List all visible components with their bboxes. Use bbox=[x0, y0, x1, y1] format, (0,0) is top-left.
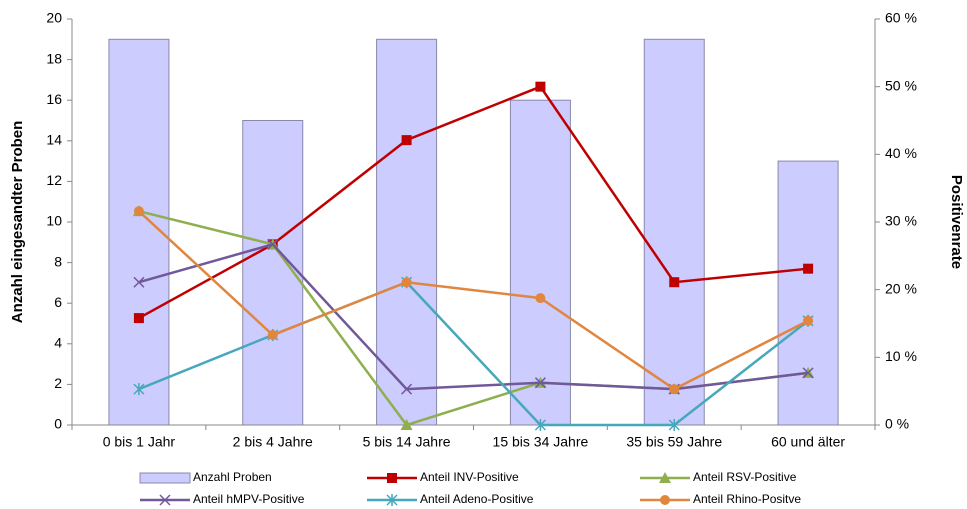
marker bbox=[133, 313, 144, 324]
y2-tick-label: 0 % bbox=[885, 416, 909, 432]
marker bbox=[669, 277, 680, 288]
x-tick-label: 2 bis 4 Jahre bbox=[233, 434, 313, 450]
y-axis-title: Anzahl eingesandter Proben bbox=[9, 121, 26, 324]
y-tick-label: 20 bbox=[46, 10, 62, 26]
y-tick-label: 12 bbox=[46, 172, 62, 188]
y2-tick-label: 40 % bbox=[885, 145, 917, 161]
y2-tick-label: 60 % bbox=[885, 10, 917, 26]
legend-swatch bbox=[139, 472, 191, 484]
legend-label: Anteil Adeno-Positive bbox=[420, 492, 534, 506]
y-tick-label: 10 bbox=[46, 213, 62, 229]
bar bbox=[509, 99, 571, 426]
y-tick-label: 16 bbox=[46, 91, 62, 107]
marker bbox=[400, 419, 413, 430]
marker bbox=[133, 383, 145, 396]
y-tick-label: 2 bbox=[54, 375, 62, 391]
marker bbox=[267, 238, 279, 250]
legend-marker bbox=[660, 495, 670, 505]
marker bbox=[668, 419, 680, 431]
marker bbox=[803, 263, 814, 274]
legend-label: Anteil Rhino-Positve bbox=[693, 492, 801, 506]
marker bbox=[401, 135, 412, 146]
legend-label: Anteil hMPV-Positive bbox=[193, 492, 305, 506]
y2-axis-title: Positivenrate bbox=[948, 175, 965, 269]
legend-label: Anteil INV-Positive bbox=[420, 470, 519, 484]
legend-marker bbox=[387, 473, 397, 483]
y2-tick-label: 30 % bbox=[885, 213, 917, 229]
marker bbox=[133, 206, 144, 217]
marker bbox=[267, 330, 278, 341]
x-tick-label: 0 bis 1 Jahr bbox=[103, 434, 176, 450]
legend-marker bbox=[386, 494, 398, 506]
y-tick-label: 4 bbox=[54, 335, 62, 351]
x-tick-label: 35 bis 59 Jahre bbox=[626, 434, 722, 450]
x-tick-label: 15 bis 34 Jahre bbox=[493, 434, 589, 450]
marker bbox=[401, 383, 413, 395]
legend-label: Anzahl Proben bbox=[193, 470, 272, 484]
line bbox=[138, 242, 809, 391]
y-tick-label: 8 bbox=[54, 253, 62, 269]
marker bbox=[534, 419, 546, 431]
line bbox=[138, 85, 809, 320]
bar bbox=[643, 38, 705, 426]
bar bbox=[777, 160, 839, 426]
y-tick-label: 6 bbox=[54, 294, 62, 310]
y2-tick-label: 10 % bbox=[885, 348, 917, 364]
x-tick-label: 60 und älter bbox=[771, 434, 845, 450]
marker bbox=[133, 276, 145, 288]
marker bbox=[534, 377, 546, 389]
line bbox=[138, 209, 809, 427]
marker bbox=[401, 277, 412, 288]
legend-marker bbox=[659, 472, 671, 483]
y-tick-label: 14 bbox=[46, 132, 62, 148]
line bbox=[138, 280, 809, 427]
y2-tick-label: 50 % bbox=[885, 77, 917, 93]
marker bbox=[669, 384, 680, 395]
marker bbox=[803, 315, 814, 326]
marker bbox=[802, 367, 814, 379]
y-tick-label: 18 bbox=[46, 50, 62, 66]
y2-tick-label: 20 % bbox=[885, 280, 917, 296]
x-tick-label: 5 bis 14 Jahre bbox=[363, 434, 451, 450]
bar bbox=[376, 38, 438, 426]
legend: Anzahl Proben Anteil INV-Positive Anteil R… bbox=[139, 470, 801, 506]
line bbox=[138, 210, 809, 391]
legend-label: Anteil RSV-Positive bbox=[693, 470, 797, 484]
bar bbox=[108, 38, 170, 426]
y-tick-label: 0 bbox=[54, 416, 62, 432]
marker bbox=[535, 293, 546, 304]
marker bbox=[535, 81, 546, 92]
legend-marker bbox=[159, 494, 171, 506]
